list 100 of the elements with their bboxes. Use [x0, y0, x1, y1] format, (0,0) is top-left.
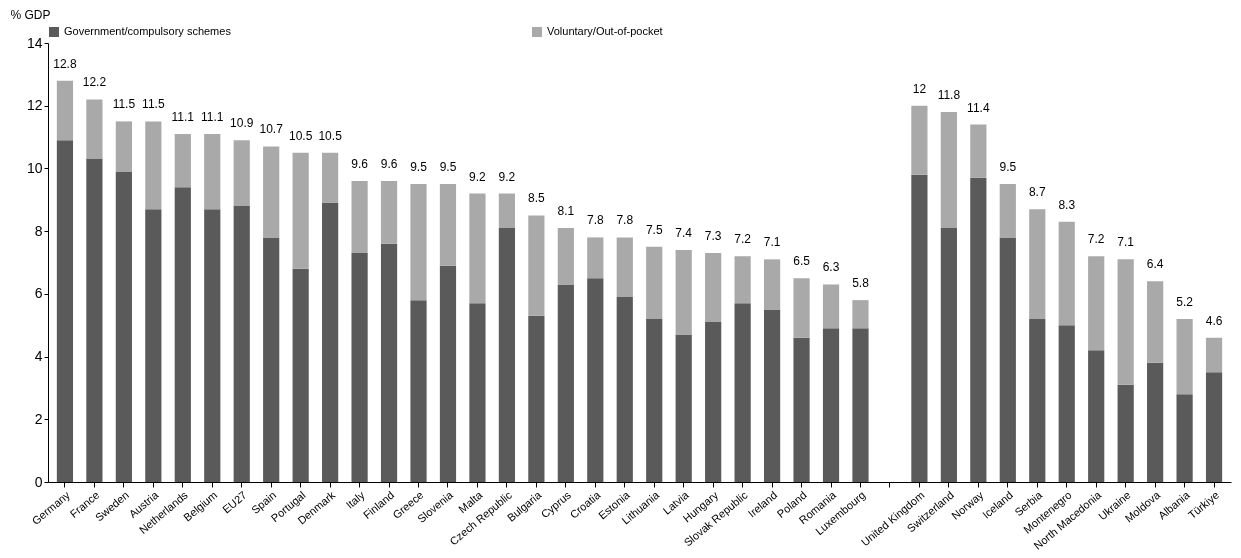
bar — [1205, 372, 1223, 482]
bar — [822, 284, 840, 329]
bar — [469, 193, 486, 304]
bar — [351, 253, 368, 482]
bar — [115, 121, 132, 172]
bar — [410, 184, 427, 301]
total-label: 8.1 — [557, 204, 575, 219]
y-tick-label: 4 — [34, 348, 43, 365]
total-label: 7.5 — [645, 222, 663, 237]
bar — [646, 318, 663, 482]
bar — [1058, 221, 1075, 326]
bar — [675, 334, 692, 482]
bar — [1147, 362, 1164, 482]
bar — [439, 265, 457, 482]
bar — [204, 209, 221, 482]
total-label: 7.2 — [1087, 232, 1105, 247]
bar — [498, 193, 516, 229]
bar — [852, 328, 869, 482]
y-tick-label: 0 — [34, 473, 43, 490]
bar — [911, 105, 928, 175]
bar — [852, 300, 869, 329]
bar — [705, 253, 722, 323]
total-label: 11.1 — [171, 109, 195, 124]
bar — [263, 237, 280, 482]
total-label: 9.5 — [999, 160, 1017, 175]
bar — [616, 296, 633, 482]
total-label: 4.6 — [1205, 313, 1223, 328]
bar — [1029, 209, 1046, 319]
total-label: 7.1 — [763, 235, 781, 250]
total-label: 8.5 — [528, 191, 546, 206]
total-label: 11.1 — [201, 109, 224, 124]
bar — [1058, 325, 1075, 482]
bar — [498, 228, 516, 482]
bar — [380, 243, 398, 482]
bar — [793, 278, 810, 338]
bar — [233, 206, 250, 482]
bar — [528, 215, 545, 316]
y-tick-label: 2 — [34, 410, 43, 427]
bar — [1088, 256, 1105, 351]
bar — [1117, 259, 1134, 385]
bar — [322, 152, 339, 203]
total-label: 10.9 — [230, 116, 254, 131]
bar — [1205, 337, 1223, 373]
total-label: 8.7 — [1028, 185, 1046, 200]
bar — [793, 337, 810, 482]
total-label: 12.2 — [82, 75, 107, 90]
total-label: 10.7 — [259, 122, 284, 137]
y-tick-label: 14 — [26, 34, 43, 51]
bar — [56, 140, 74, 482]
bar — [822, 328, 840, 482]
bar — [174, 133, 191, 188]
total-label: 6.4 — [1146, 257, 1164, 272]
bar — [410, 300, 427, 482]
bar — [439, 184, 457, 266]
total-label: 7.8 — [586, 213, 604, 228]
total-label: 7.1 — [1117, 235, 1135, 250]
bar — [115, 171, 132, 482]
bar — [86, 99, 103, 160]
total-label: 9.2 — [469, 169, 487, 184]
bar — [1147, 281, 1164, 363]
total-label: 9.5 — [410, 160, 428, 175]
bar — [380, 180, 398, 244]
total-label: 5.8 — [852, 276, 870, 291]
bar — [587, 278, 604, 482]
bar — [734, 303, 751, 482]
bar — [174, 187, 191, 482]
total-label: 6.3 — [822, 260, 840, 275]
y-axis-title: % GDP — [10, 7, 51, 22]
bar — [145, 209, 162, 482]
total-label: 10.5 — [318, 128, 343, 143]
bar — [763, 309, 781, 482]
bar — [999, 184, 1016, 238]
bar — [1117, 384, 1134, 482]
bar — [469, 303, 486, 482]
x-tick-label: Italy — [343, 488, 368, 511]
total-label: 7.8 — [616, 213, 634, 228]
total-label: 9.2 — [498, 169, 516, 184]
total-label: 12 — [912, 81, 927, 96]
bar — [616, 237, 633, 297]
total-label: 11.5 — [142, 97, 165, 112]
y-tick-label: 8 — [34, 222, 43, 239]
bar — [1029, 318, 1046, 482]
total-label: 9.6 — [351, 156, 369, 171]
total-label: 6.5 — [793, 254, 811, 269]
total-label: 8.3 — [1058, 197, 1076, 212]
bar — [557, 284, 574, 482]
bar — [646, 246, 663, 319]
bar — [940, 228, 957, 482]
total-label: 11.4 — [967, 100, 990, 115]
total-label: 7.4 — [675, 225, 693, 240]
bar — [911, 174, 928, 482]
bar — [351, 180, 368, 254]
bar — [56, 80, 74, 141]
total-label: 9.5 — [439, 160, 457, 175]
total-label: 5.2 — [1176, 294, 1194, 309]
bar — [145, 121, 162, 210]
bar — [557, 228, 574, 285]
bar — [675, 249, 692, 335]
bar — [970, 177, 987, 482]
bar — [705, 322, 722, 482]
